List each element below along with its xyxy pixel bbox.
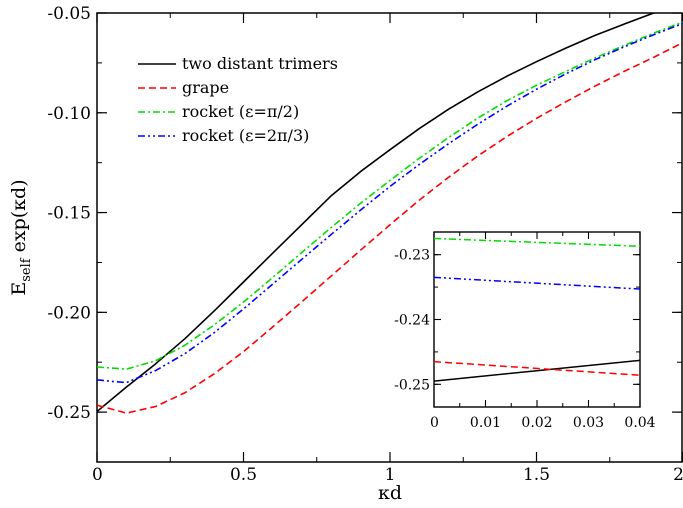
y-tick-label: -0.25	[47, 403, 91, 423]
inset-series-line-1	[433, 359, 641, 382]
y-axis-label-sub: self	[19, 257, 34, 282]
legend-label-1: two distant trimers	[182, 54, 338, 73]
y-axis-label-tail: exp(κd)	[8, 179, 30, 258]
x-tick-label: 1.5	[523, 465, 550, 485]
x-axis-label: κd	[378, 482, 402, 504]
main-plot: 0 0.5 1 1.5 2 -0.25 -0.20 -0.15 -0.10 -0.05 κd Esel…	[8, 4, 683, 504]
x-tick-label: 0	[92, 465, 103, 485]
inset-y-tick-label: -0.23	[394, 248, 430, 264]
inset-plot: 0 0.01 0.02 0.03 0.04 -0.25 -0.24 -0.23	[392, 230, 656, 435]
inset-y-tick-label: -0.24	[394, 313, 430, 329]
inset-x-tick-label: 0.01	[470, 415, 501, 431]
inset-background	[392, 230, 646, 435]
y-axis-label: Eself exp(κd)	[8, 179, 34, 295]
x-tick-label: 2	[673, 465, 683, 485]
inset-series-line-2	[433, 360, 641, 376]
x-tick-label: 0.5	[230, 465, 257, 485]
legend: two distant trimers grape rocket (ε=π/2) ro…	[138, 54, 338, 145]
y-tick-label: -0.10	[47, 104, 91, 124]
series-line-2	[97, 41, 683, 414]
inset-x-tick-label: 0	[430, 415, 439, 431]
series-line-1	[97, 13, 654, 413]
x-tick-label: 1	[385, 465, 396, 485]
inset-x-tick-label: 0.04	[624, 415, 655, 431]
y-tick-label: -0.20	[47, 303, 91, 323]
legend-label-2: grape	[182, 78, 229, 97]
series-line-3	[97, 21, 683, 371]
legend-label-4: rocket (ε=2π/3)	[182, 126, 309, 145]
y-axis-label-main: E	[8, 282, 30, 296]
series-line-4	[97, 22, 683, 384]
inset-x-tick-label: 0.02	[521, 415, 552, 431]
inset-x-tick-label: 0.03	[573, 415, 604, 431]
inset-y-tick-label: -0.25	[394, 377, 430, 393]
y-tick-label: -0.05	[47, 4, 91, 24]
inset-series-line-4	[433, 276, 641, 290]
y-tick-label: -0.15	[47, 204, 91, 224]
inset-series-line-3	[433, 237, 641, 248]
legend-label-3: rocket (ε=π/2)	[182, 102, 299, 121]
